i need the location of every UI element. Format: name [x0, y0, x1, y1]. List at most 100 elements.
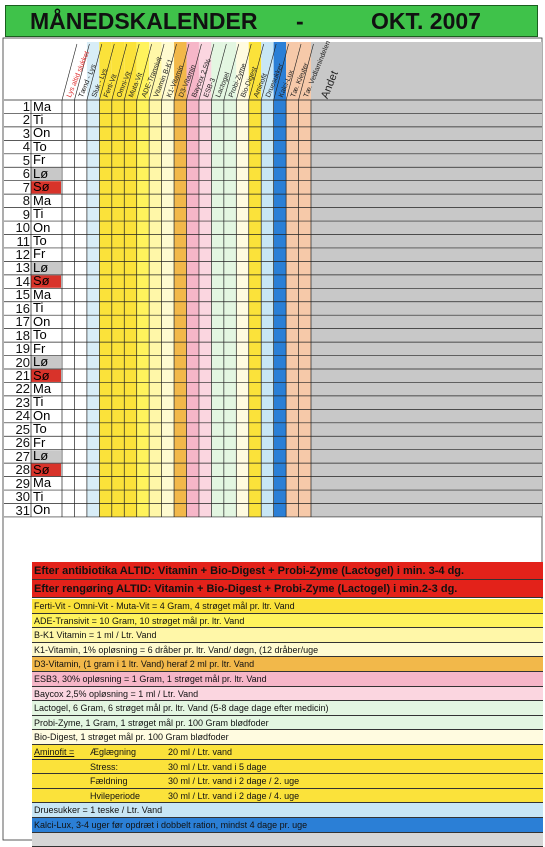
day-name: Sø — [33, 367, 50, 383]
day-name: Ma — [33, 192, 52, 208]
day-number: 31 — [8, 503, 30, 518]
aminofit-phase: Hvileperiode — [90, 790, 141, 801]
day-name: Sø — [33, 461, 50, 477]
day-name: On — [33, 125, 51, 141]
header-divider — [298, 43, 314, 101]
day-name: Ma — [33, 380, 52, 396]
day-number: 23 — [8, 395, 30, 410]
column-17-bg — [261, 42, 274, 517]
day-number-text: 11 — [16, 233, 31, 249]
day-number-text: 7 — [22, 179, 30, 195]
page-title: MÅNEDSKALENDER - OKT. 2007 — [5, 5, 538, 37]
day-name: Ti — [33, 300, 44, 316]
day-number-text: 27 — [15, 448, 30, 464]
column-7-bg — [136, 42, 150, 517]
day-name: Lø — [33, 259, 49, 275]
sunday-marker — [31, 181, 61, 194]
header-divider — [161, 43, 177, 101]
day-number: 19 — [8, 341, 30, 356]
day-number: 3 — [8, 126, 30, 141]
aminofit-dose: 30 ml / Ltr. vand i 2 dage / 4. uge — [168, 790, 300, 801]
day-number: 14 — [8, 274, 30, 289]
day-number: 11 — [8, 233, 31, 249]
dosage-note: D3-Vitamin, (1 gram i 1 ltr. Vand) heraf… — [32, 657, 543, 672]
day-number: 16 — [8, 301, 30, 316]
warning-note: Efter rengøring ALTID: Vitamin + Bio-Dig… — [32, 580, 543, 598]
sunday-marker — [31, 463, 61, 477]
day-number: 21 — [8, 368, 30, 383]
day-name: Ti — [33, 206, 44, 222]
day-number: 26 — [8, 435, 30, 450]
header-divider — [223, 43, 240, 101]
header-divider — [86, 43, 103, 101]
aminofit-dose: 20 ml / Ltr. vand — [168, 747, 233, 757]
header-divider — [198, 43, 215, 101]
day-name: Ma — [33, 286, 52, 302]
day-number: 9 — [8, 207, 30, 222]
column-16-bg — [248, 42, 262, 517]
aminofit-row: Fældning 30 ml / Ltr. vand i 2 dage / 2. … — [32, 774, 543, 789]
sunday-marker — [31, 369, 61, 382]
aminofit-phase: Fældning — [90, 776, 128, 787]
title-dash: - — [296, 8, 304, 34]
dosage-note: Lactogel, 6 Gram, 6 strøget mål pr. ltr.… — [32, 701, 543, 716]
header-divider — [148, 43, 165, 101]
day-name: On — [33, 407, 51, 423]
dosage-note: B-K1 Vitamin = 1 ml / Ltr. Vand — [32, 628, 543, 643]
day-number: 22 — [8, 381, 30, 396]
day-number-text: 13 — [15, 260, 30, 276]
day-name: To — [33, 421, 47, 437]
day-number-text: 21 — [15, 368, 30, 383]
day-number-text: 17 — [15, 314, 30, 330]
day-name: Ti — [33, 111, 44, 127]
day-name: Fr — [33, 246, 46, 262]
column-14-bg — [223, 42, 237, 517]
sunday-marker — [31, 275, 61, 288]
column-11-bg — [186, 42, 199, 517]
day-number-text: 18 — [15, 327, 30, 343]
header-divider — [61, 43, 78, 101]
header-divider — [136, 43, 152, 101]
header-divider — [173, 43, 190, 101]
notes-left-margin — [4, 562, 32, 838]
day-number-text: 12 — [15, 246, 30, 262]
dosage-note: Baycox 2,5% opløsning = 1 ml / Ltr. Vand — [32, 686, 543, 702]
header-divider — [111, 43, 128, 101]
header-divider — [99, 43, 115, 101]
day-number-text: 4 — [22, 139, 30, 155]
saturday-marker — [31, 167, 61, 181]
day-number: 30 — [8, 489, 30, 504]
day-name: To — [33, 233, 47, 248]
day-number-text: 29 — [15, 475, 30, 491]
day-number-text: 1 — [22, 99, 30, 114]
dosage-note: ADE-Transivit = 10 Gram, 10 strøget mål … — [32, 613, 543, 629]
day-number: 28 — [8, 462, 30, 477]
aminofit-phase: Æglægning — [90, 747, 137, 757]
day-name: Fr — [33, 152, 46, 168]
column-9-bg — [161, 42, 175, 517]
day-number-text: 9 — [22, 206, 30, 222]
day-number-text: 22 — [15, 381, 30, 397]
day-number: 29 — [8, 476, 30, 491]
saturday-marker — [31, 356, 61, 369]
day-number-text: 8 — [22, 193, 30, 209]
day-name: Fr — [33, 434, 46, 450]
day-number: 15 — [8, 287, 30, 302]
day-number-text: 23 — [15, 394, 30, 410]
day-name: Sø — [33, 179, 50, 195]
day-number: 17 — [8, 314, 30, 329]
saturday-marker — [31, 261, 61, 275]
aminofit-label: Aminofit = — [34, 747, 75, 757]
day-number: 5 — [8, 153, 30, 168]
day-number: 20 — [8, 355, 30, 370]
day-number: 4 — [8, 139, 30, 154]
dosage-note: Bio-Digest, 1 strøget mål pr. 100 Gram b… — [32, 730, 543, 745]
aminofit-row: Aminofit = Æglægning 20 ml / Ltr. vand — [32, 745, 543, 760]
day-number: 18 — [8, 328, 30, 343]
day-number-text: 30 — [15, 489, 30, 505]
saturday-marker — [31, 450, 61, 463]
day-name: Lø — [33, 448, 49, 464]
day-number: 27 — [8, 449, 30, 464]
column-5-bg — [111, 42, 125, 517]
